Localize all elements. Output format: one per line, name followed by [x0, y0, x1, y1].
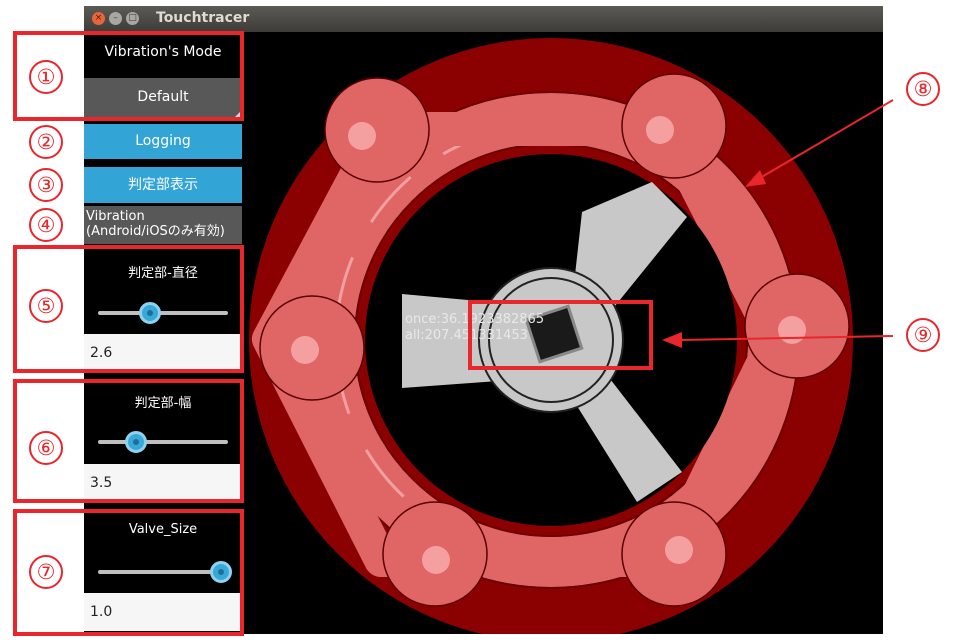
annotation-7: ⑦	[29, 555, 63, 589]
diameter-value-field[interactable]: 2.6	[84, 334, 240, 372]
logging-button[interactable]: Logging	[84, 124, 242, 159]
control-panel: Vibration's Mode Default Logging 判定部表示 V…	[84, 32, 242, 634]
valve-size-value-field[interactable]: 1.0	[84, 593, 240, 631]
wheel-knobs	[259, 73, 850, 607]
diameter-slider-label: 判定部-直径	[128, 266, 198, 281]
minimize-window-button[interactable]: –	[109, 12, 122, 25]
arrow-9-head	[662, 332, 682, 348]
arrow-8-line	[759, 99, 894, 179]
hub-square-nut	[524, 304, 584, 364]
once-value: once:36.1923382865	[405, 312, 545, 327]
valve-size-slider[interactable]	[98, 561, 232, 583]
annotation-box-6	[13, 379, 244, 503]
annotation-box-7	[13, 509, 244, 636]
width-value-field[interactable]: 3.5	[84, 464, 240, 502]
width-slider-knob[interactable]	[125, 431, 148, 453]
annotation-4: ④	[29, 208, 63, 242]
vibration-mode-value: Default	[137, 89, 189, 105]
annotation-box-5	[13, 245, 244, 373]
valve-size-slider-knob[interactable]	[210, 561, 232, 583]
title-bar: × – □ Touchtracer	[84, 6, 883, 32]
annotation-5: ⑤	[29, 289, 63, 323]
vibration-note: (Android/iOSのみ有効)	[86, 224, 225, 239]
diameter-slider-knob[interactable]	[139, 302, 162, 324]
vibration-toggle[interactable]: Vibration (Android/iOSのみ有効)	[84, 206, 242, 244]
vibration-mode-label: Vibration's Mode	[104, 44, 222, 60]
maximize-window-button[interactable]: □	[126, 12, 139, 25]
annotation-8: ⑧	[906, 72, 940, 106]
touch-canvas[interactable]	[242, 32, 883, 640]
annotation-box-1	[13, 31, 244, 121]
dropdown-corner-icon	[235, 110, 242, 117]
vibration-mode-dropdown[interactable]: Default	[84, 78, 242, 117]
annotation-3: ③	[29, 168, 63, 202]
annotation-9: ⑨	[906, 318, 940, 352]
window-title: Touchtracer	[156, 10, 250, 26]
annotation-6: ⑥	[29, 431, 63, 465]
touch-readout: once:36.1923382865 all:207.451331453	[405, 312, 544, 344]
hub-ring	[488, 277, 614, 403]
all-value: all:207.451331453	[405, 328, 528, 343]
arrow-8-head	[745, 170, 766, 187]
close-window-button[interactable]: ×	[92, 12, 105, 25]
arrow-9-line	[679, 335, 894, 341]
diameter-slider[interactable]	[98, 302, 228, 324]
show-judge-area-button[interactable]: 判定部表示	[84, 167, 242, 203]
width-slider[interactable]	[98, 431, 228, 453]
app-window: × – □ Touchtracer Vibration's Mode Defau…	[84, 6, 883, 640]
width-slider-label: 判定部-幅	[134, 396, 192, 411]
vibration-label: Vibration	[86, 209, 145, 224]
valve-wheel	[249, 38, 853, 640]
valve-size-slider-label: Valve_Size	[128, 522, 198, 537]
annotation-1: ①	[29, 60, 63, 94]
annotation-box-9	[468, 300, 653, 370]
annotation-2: ②	[29, 125, 63, 159]
